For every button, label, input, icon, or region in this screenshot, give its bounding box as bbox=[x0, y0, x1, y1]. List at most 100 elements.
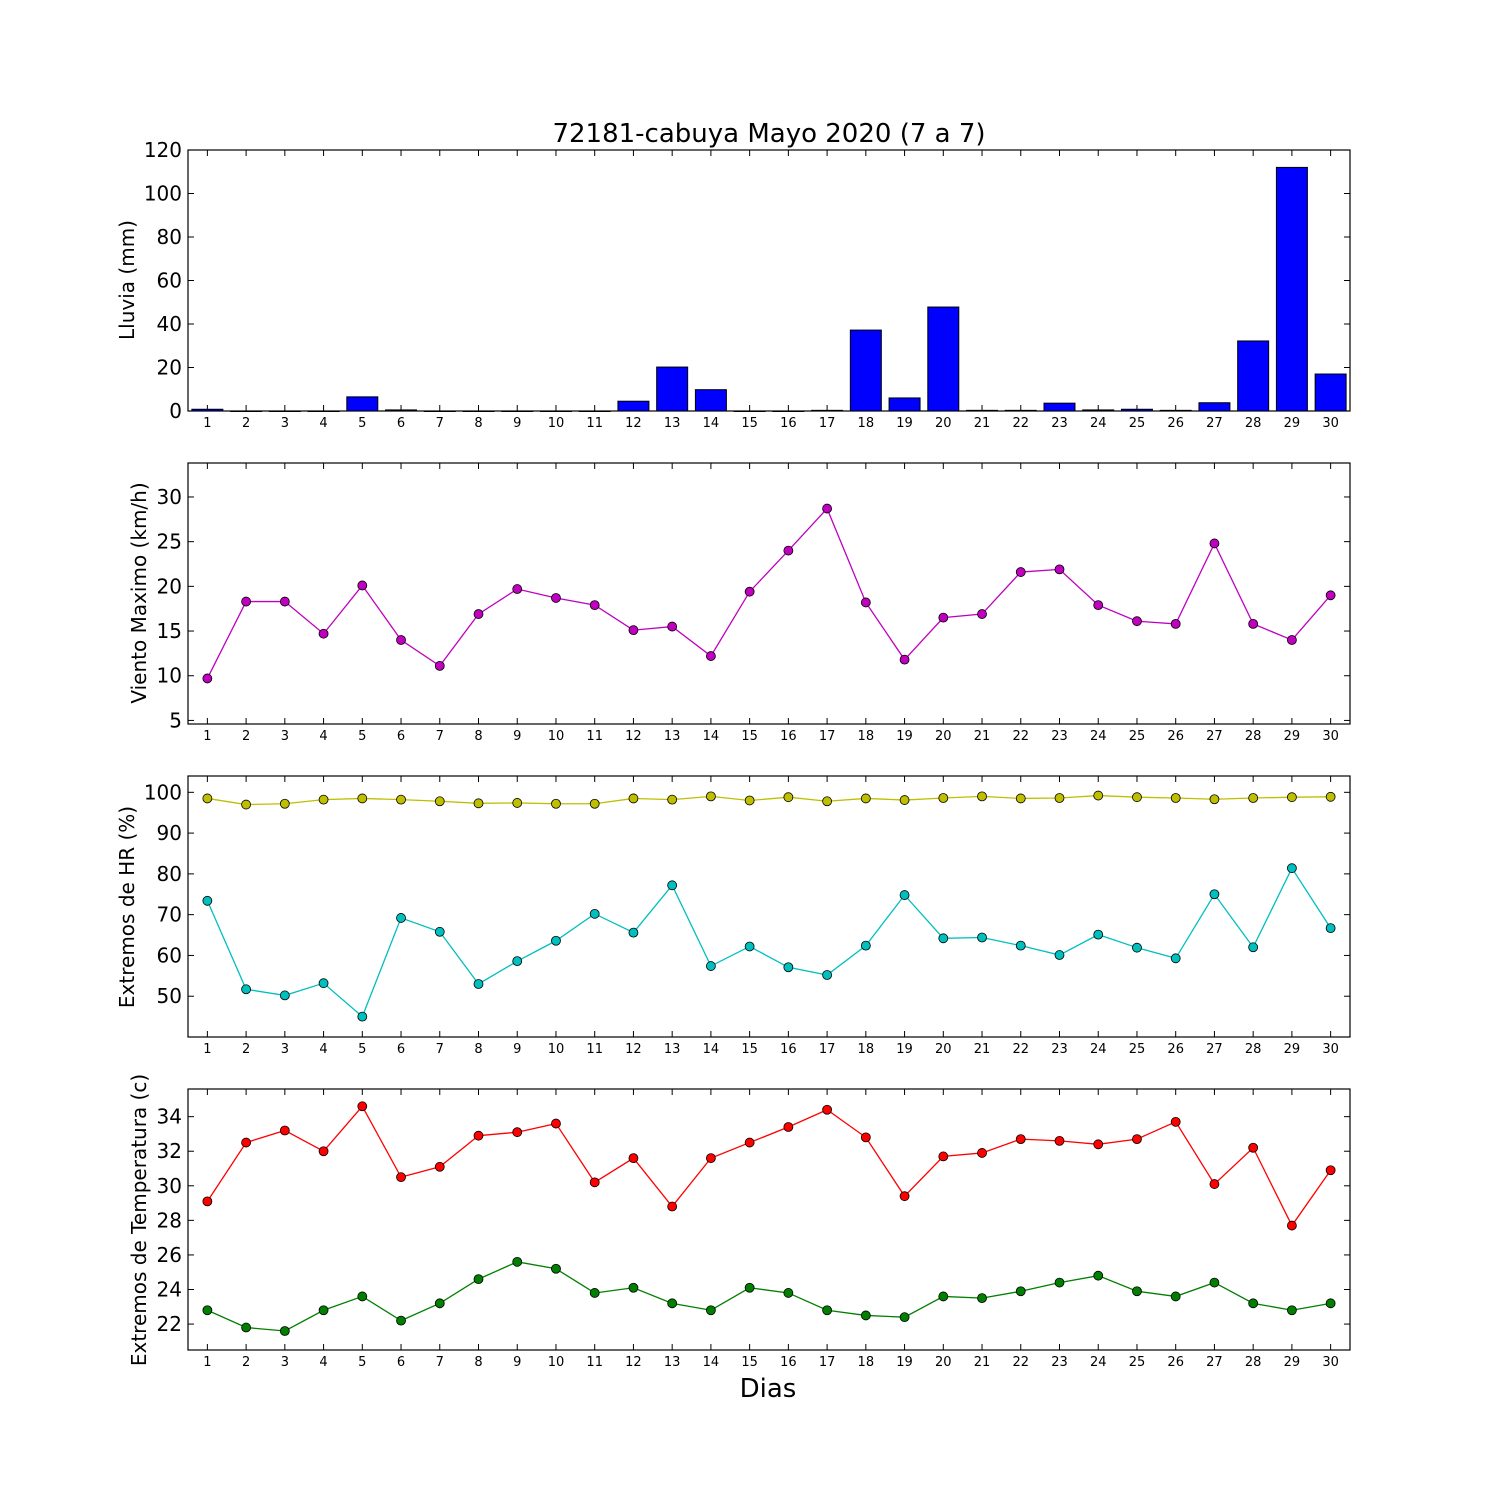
temperature-min-point bbox=[396, 1315, 406, 1326]
temperature-max-point bbox=[1325, 1165, 1336, 1176]
humidity-min-point bbox=[1248, 942, 1259, 953]
wind-xtick-label: 2 bbox=[242, 729, 250, 744]
temperature-max-point bbox=[551, 1118, 561, 1129]
humidity-max-point bbox=[279, 798, 290, 809]
wind-max-point bbox=[822, 503, 832, 514]
x-axis-label: Dias bbox=[740, 1374, 797, 1404]
wind-max-point bbox=[241, 596, 252, 607]
wind-max-point bbox=[1287, 635, 1297, 645]
temperature-min-point bbox=[860, 1310, 871, 1321]
rainfall-bar bbox=[888, 397, 921, 412]
humidity-xtick-label: 19 bbox=[896, 1042, 913, 1057]
rainfall-xtick-label: 26 bbox=[1167, 416, 1184, 431]
temperature-xtick-label: 19 bbox=[896, 1355, 913, 1370]
rainfall-bar bbox=[811, 409, 844, 412]
humidity-xtick-label: 29 bbox=[1284, 1042, 1301, 1057]
wind-max-point bbox=[473, 609, 484, 619]
wind-max-point bbox=[512, 584, 523, 594]
humidity-xtick-label: 13 bbox=[664, 1042, 681, 1057]
rainfall-ytick-label: 20 bbox=[157, 356, 182, 380]
rainfall-ytick-label: 60 bbox=[157, 269, 182, 293]
humidity-min-point bbox=[1209, 889, 1220, 900]
rainfall-bar bbox=[191, 408, 224, 412]
wind-xtick-label: 13 bbox=[664, 729, 681, 744]
wind-max-point bbox=[1054, 564, 1065, 575]
wind-xtick-label: 28 bbox=[1245, 729, 1262, 744]
rainfall-bar bbox=[1120, 408, 1153, 412]
rainfall-bar bbox=[307, 410, 340, 412]
temperature-xtick-label: 17 bbox=[819, 1355, 836, 1370]
temperature-min-point bbox=[977, 1293, 987, 1304]
humidity-max-point bbox=[667, 794, 678, 805]
temperature-max-point bbox=[396, 1172, 406, 1183]
humidity-min-point bbox=[241, 984, 252, 995]
temperature-max-point bbox=[938, 1151, 949, 1162]
temperature-max-point bbox=[357, 1101, 368, 1112]
temperature-min-point bbox=[706, 1305, 716, 1316]
temperature-xtick-label: 7 bbox=[436, 1355, 444, 1370]
temperature-max-point bbox=[589, 1177, 600, 1188]
temperature-min-point bbox=[1170, 1291, 1181, 1302]
temperature-min-point bbox=[1054, 1277, 1065, 1288]
humidity-max-point bbox=[977, 791, 987, 802]
humidity-min-point bbox=[1093, 929, 1104, 940]
temperature-panel: Extremos de Temperatura (c) 222426283032… bbox=[127, 1074, 1351, 1370]
rainfall-bar bbox=[927, 306, 960, 412]
wind-xtick-label: 7 bbox=[436, 729, 444, 744]
temperature-min-point bbox=[318, 1305, 329, 1316]
humidity-max-point bbox=[744, 795, 755, 806]
humidity-max-point bbox=[860, 793, 871, 804]
rainfall-bar bbox=[1043, 402, 1076, 412]
humidity-max-point bbox=[434, 796, 445, 807]
wind-max-point bbox=[706, 651, 716, 661]
temperature-xtick-label: 27 bbox=[1206, 1355, 1223, 1370]
humidity-min-point bbox=[1054, 950, 1065, 960]
humidity-ytick-label: 70 bbox=[157, 903, 182, 927]
wind-xtick-label: 17 bbox=[819, 729, 836, 744]
temperature-min-point bbox=[357, 1291, 368, 1302]
temperature-min-point bbox=[744, 1282, 755, 1293]
wind-max-point bbox=[357, 580, 368, 591]
temperature-max-point bbox=[1248, 1142, 1259, 1153]
wind-plot-frame bbox=[187, 462, 1351, 725]
wind-max-point bbox=[589, 600, 600, 611]
temperature-xtick-label: 18 bbox=[858, 1355, 875, 1370]
rainfall-bar bbox=[772, 410, 805, 412]
rainfall-ytick-label: 40 bbox=[157, 312, 182, 336]
temperature-min-point bbox=[589, 1288, 600, 1298]
humidity-min-point bbox=[860, 940, 871, 951]
humidity-xtick-label: 24 bbox=[1090, 1042, 1107, 1057]
humidity-xtick-label: 9 bbox=[513, 1042, 521, 1057]
humidity-max-point bbox=[512, 798, 523, 808]
wind-ylabel: Viento Maximo (km/h) bbox=[127, 482, 151, 703]
temperature-min-point bbox=[1325, 1298, 1336, 1309]
humidity-max-point bbox=[473, 798, 484, 809]
humidity-xtick-label: 20 bbox=[935, 1042, 952, 1057]
humidity-ytick-label: 90 bbox=[157, 821, 182, 845]
temperature-xtick-label: 8 bbox=[474, 1355, 482, 1370]
rainfall-xtick-label: 10 bbox=[548, 416, 565, 431]
temperature-max-point bbox=[822, 1104, 832, 1115]
wind-xtick-label: 9 bbox=[513, 729, 521, 744]
wind-xtick-label: 8 bbox=[474, 729, 482, 744]
temperature-min-point bbox=[1209, 1277, 1220, 1288]
wind-ytick-label: 30 bbox=[157, 485, 182, 509]
rainfall-xtick-label: 29 bbox=[1284, 416, 1301, 431]
wind-xtick-label: 14 bbox=[703, 729, 720, 744]
wind-max-point bbox=[899, 654, 910, 665]
rainfall-bar bbox=[1275, 166, 1308, 412]
humidity-min-line bbox=[206, 866, 1332, 1018]
humidity-min-point bbox=[512, 956, 523, 967]
temperature-min-point bbox=[899, 1312, 910, 1323]
wind-max-point bbox=[318, 628, 329, 639]
humidity-xtick-label: 25 bbox=[1129, 1042, 1146, 1057]
humidity-max-point bbox=[938, 793, 949, 803]
temperature-xtick-label: 24 bbox=[1090, 1355, 1107, 1370]
temperature-xtick-label: 1 bbox=[203, 1355, 211, 1370]
temperature-max-point bbox=[744, 1137, 755, 1148]
humidity-min-point bbox=[1015, 940, 1026, 951]
rainfall-xtick-label: 7 bbox=[436, 416, 444, 431]
wind-xtick-label: 3 bbox=[281, 729, 289, 744]
